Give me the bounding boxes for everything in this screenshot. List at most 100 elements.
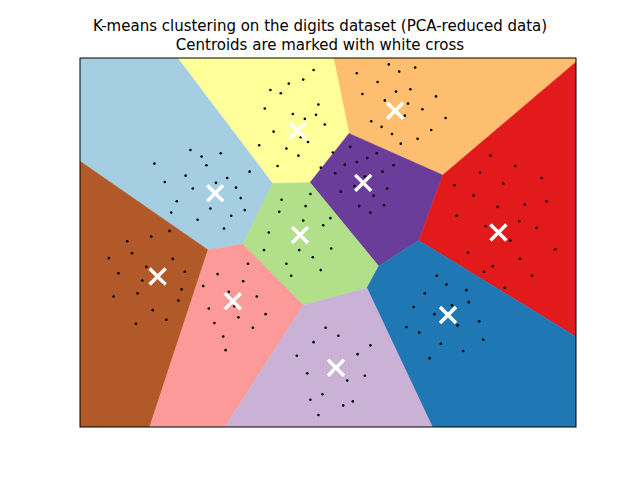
data-point [258,144,261,147]
data-point [381,170,384,173]
data-point [436,274,439,277]
data-point [213,322,216,325]
data-point [356,353,359,356]
centroid [440,307,456,323]
data-point [404,114,407,117]
data-point [278,210,281,213]
data-point [391,133,394,136]
centroid-stroke [355,175,371,191]
data-point [302,78,305,81]
data-point [388,63,391,66]
data-point [554,248,557,251]
data-point [433,313,436,316]
data-point [468,301,471,304]
centroid-stroke [292,227,308,243]
data-point [285,262,288,265]
data-point [280,92,283,95]
data-point [352,400,355,403]
data-point [112,295,115,298]
data-point [215,182,218,185]
data-point [312,69,315,72]
data-point [392,164,395,167]
data-point [141,279,144,282]
cluster-region [225,288,432,427]
data-point [518,220,521,223]
centroid-stroke [150,269,166,285]
data-point [184,174,187,177]
data-point [380,126,383,129]
data-point [315,114,318,117]
centroid [355,175,371,191]
data-point [444,117,447,120]
data-point [492,265,495,268]
data-point [484,225,487,228]
centroid [328,360,344,376]
title: K-means clustering on the digits dataset… [93,17,547,35]
data-point [304,205,307,208]
data-point [230,214,233,217]
data-point [126,240,129,243]
data-point [320,166,323,169]
data-point [440,342,443,345]
data-point [177,299,180,302]
data-point [276,165,279,168]
data-point [312,341,315,344]
data-point [332,151,335,154]
data-point [145,266,148,269]
data-point [428,357,431,360]
data-point [412,306,415,309]
centroid [150,269,166,285]
data-point [366,157,369,160]
data-point [247,262,250,265]
data-point [358,205,361,208]
data-point [237,316,240,319]
centroid-stroke [150,269,166,285]
data-point [361,93,364,96]
data-point [467,251,470,254]
data-point [383,204,386,207]
data-point [180,288,183,291]
data-point [184,270,187,273]
centroid-stroke [387,103,403,119]
data-point [264,313,267,316]
data-point [407,102,410,105]
data-point [424,292,427,295]
data-point [418,331,421,334]
data-point [376,152,379,155]
data-point [504,286,507,289]
centroid-stroke [440,307,456,323]
centroid-stroke [355,175,371,191]
data-point [298,249,301,252]
data-point [200,155,203,158]
centroid-stroke [440,307,456,323]
data-point [340,190,343,193]
data-point [376,81,379,84]
centroid-stroke [490,224,506,240]
data-point [356,72,359,75]
data-point [416,138,419,141]
data-point [489,154,492,157]
data-point [135,322,138,325]
data-point [235,186,238,189]
data-point [312,256,315,259]
data-point [400,142,403,145]
plot-frame [80,58,576,427]
data-point [255,295,258,298]
chart: K-means clustering on the digits dataset… [0,0,640,480]
data-point [356,161,359,164]
data-point [208,307,211,310]
centroid-stroke [290,123,306,139]
data-point [514,165,517,168]
data-point [269,89,272,92]
data-point [478,320,481,323]
data-point [531,274,534,277]
centroid-stroke [207,185,223,201]
data-point [344,163,347,166]
data-point [453,184,456,187]
data-point [479,171,482,174]
centroid-stroke [490,224,506,240]
data-point [309,193,312,196]
data-point [545,200,548,203]
centroid [292,227,308,243]
data-point [321,393,324,396]
